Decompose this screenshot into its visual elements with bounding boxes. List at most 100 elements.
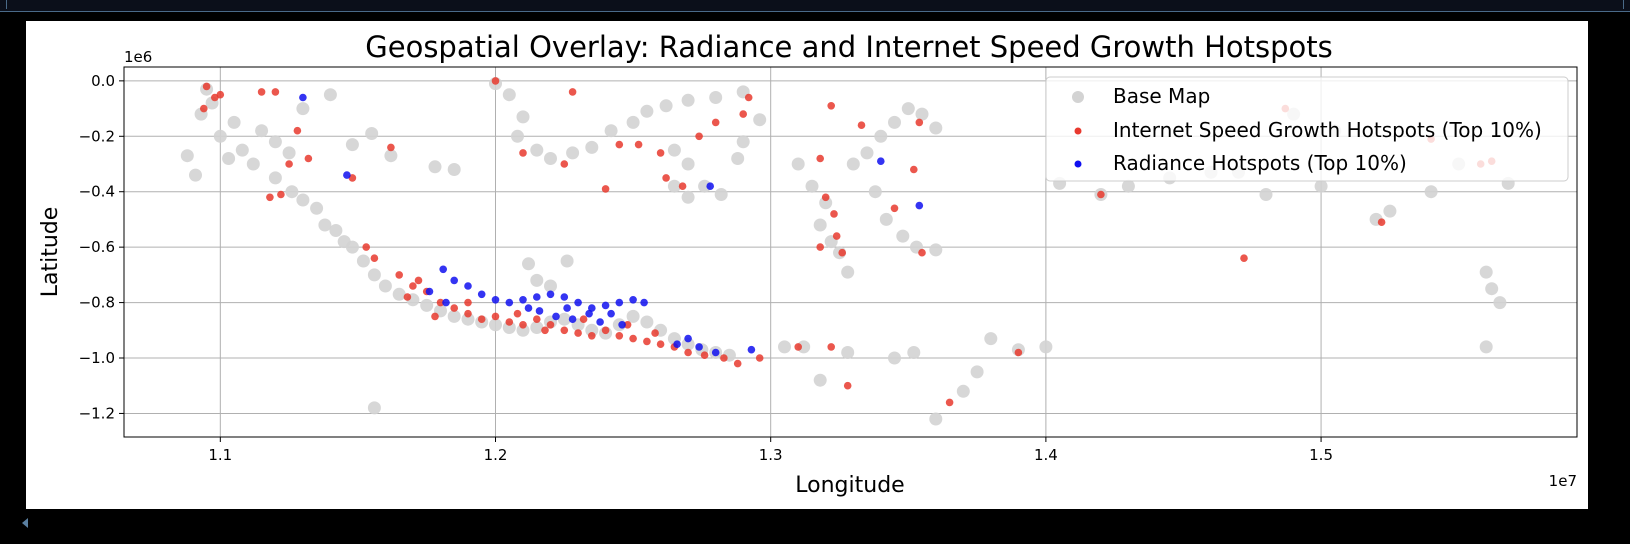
base-map-point	[868, 185, 882, 199]
radiance-hotspot-point	[877, 157, 885, 165]
radiance-hotspot-point	[535, 307, 544, 315]
base-map-point	[956, 384, 970, 398]
radiance-hotspot-point	[533, 293, 541, 301]
internet-speed-hotspot-point	[816, 243, 824, 251]
radiance-hotspot-point	[439, 265, 448, 274]
legend: Base Map Internet Speed Growth Hotspots …	[1045, 76, 1569, 182]
base-map-point	[511, 129, 524, 143]
radiance-hotspot-point	[505, 298, 514, 307]
base-map-point	[797, 340, 811, 354]
x-tick-label: 1.2	[484, 446, 508, 464]
internet-speed-hotspot-point	[744, 93, 753, 102]
internet-speed-hotspot-point	[827, 102, 835, 110]
internet-speed-hotspot-point	[387, 143, 395, 152]
base-map-point	[984, 332, 998, 346]
base-map-point	[268, 135, 282, 149]
internet-speed-hotspot-point	[890, 204, 899, 213]
radiance-hotspot-point	[695, 343, 703, 351]
internet-speed-hotspot-point	[414, 276, 423, 285]
internet-speed-hotspot-point	[588, 332, 596, 340]
base-map-point	[709, 91, 723, 104]
radiance-hotspot-point	[915, 201, 924, 210]
internet-speed-hotspot-point	[450, 304, 459, 312]
internet-speed-hotspot-point	[1377, 218, 1386, 226]
base-map-point	[805, 179, 819, 193]
internet-speed-hotspot-point	[830, 210, 838, 218]
internet-speed-hotspot-point	[560, 160, 569, 168]
base-map-point	[929, 412, 943, 426]
base-map-point	[841, 265, 855, 279]
radiance-hotspot-point	[574, 298, 582, 307]
base-map-point	[791, 157, 805, 171]
base-map-point	[753, 113, 767, 127]
base-map-point	[714, 188, 728, 201]
base-map-point	[530, 321, 544, 334]
internet-speed-hotspot-point	[464, 298, 472, 307]
base-map-point	[544, 152, 557, 165]
internet-speed-hotspot-point	[285, 160, 293, 168]
base-map-point	[731, 152, 745, 165]
internet-speed-hotspot-point	[519, 149, 527, 157]
base-map-point	[246, 157, 260, 171]
base-map-point	[489, 318, 502, 332]
radiance-hotspot-point	[491, 296, 500, 304]
base-map-point	[1121, 179, 1135, 193]
base-map-point	[365, 127, 379, 140]
y-tick-label: −1.0	[79, 349, 115, 367]
radiance-hotspot-point	[563, 304, 571, 312]
radiance-hotspot-point	[519, 296, 527, 304]
base-map-point	[585, 140, 599, 154]
radiance-hotspot-point	[464, 282, 472, 290]
base-map-point	[929, 243, 943, 257]
y-axis-label: Latitude	[38, 207, 63, 298]
base-map-point	[888, 115, 901, 129]
base-map-point	[819, 196, 833, 210]
base-map-point	[367, 268, 381, 282]
internet-speed-hotspot-point	[491, 312, 500, 321]
internet-speed-hotspot-point	[293, 126, 302, 135]
base-map-point	[502, 321, 516, 334]
base-map-point	[970, 365, 984, 379]
base-map-point	[222, 152, 236, 165]
internet-speed-hotspot-point	[200, 104, 208, 113]
base-map-point	[378, 279, 392, 293]
base-map-point	[681, 93, 695, 107]
base-map-point	[227, 115, 241, 129]
legend-marker-base-map	[1072, 91, 1084, 103]
base-map-point	[502, 88, 516, 102]
internet-speed-hotspot-point	[601, 185, 610, 193]
base-map-point	[329, 224, 343, 237]
base-map-point	[604, 124, 618, 138]
internet-speed-hotspot-point	[505, 318, 514, 326]
internet-speed-hotspot-point	[832, 232, 841, 240]
base-map-point	[356, 254, 370, 268]
radiance-hotspot-point	[524, 304, 533, 312]
internet-speed-hotspot-point	[546, 321, 555, 329]
base-map-point	[461, 312, 475, 326]
base-map-point	[310, 201, 324, 215]
base-map-point	[544, 279, 557, 293]
scroll-left-arrow-icon[interactable]	[22, 518, 28, 528]
series-layer	[180, 77, 1515, 426]
internet-speed-hotspot-point	[623, 321, 632, 329]
internet-speed-hotspot-point	[615, 140, 624, 149]
internet-speed-hotspot-point	[915, 118, 924, 127]
internet-speed-hotspot-point	[843, 381, 852, 390]
base-map-point	[841, 346, 855, 359]
legend-marker-radiance	[1074, 160, 1082, 168]
internet-speed-hotspot-point	[918, 248, 926, 257]
base-map-point	[915, 107, 929, 121]
y-tick-label: −0.6	[79, 238, 115, 256]
base-map-point	[384, 149, 398, 163]
internet-speed-hotspot-point	[651, 329, 659, 337]
base-map-point	[681, 157, 695, 171]
base-map-point	[268, 171, 282, 185]
internet-speed-hotspot-point	[257, 88, 266, 96]
base-map-point	[874, 129, 888, 143]
base-map-point	[667, 143, 681, 157]
base-map-point	[367, 401, 381, 415]
plot-frame	[123, 66, 1578, 438]
base-map-point	[813, 373, 827, 387]
base-map-point	[896, 229, 910, 243]
y-tick-label: 0.0	[91, 72, 115, 90]
